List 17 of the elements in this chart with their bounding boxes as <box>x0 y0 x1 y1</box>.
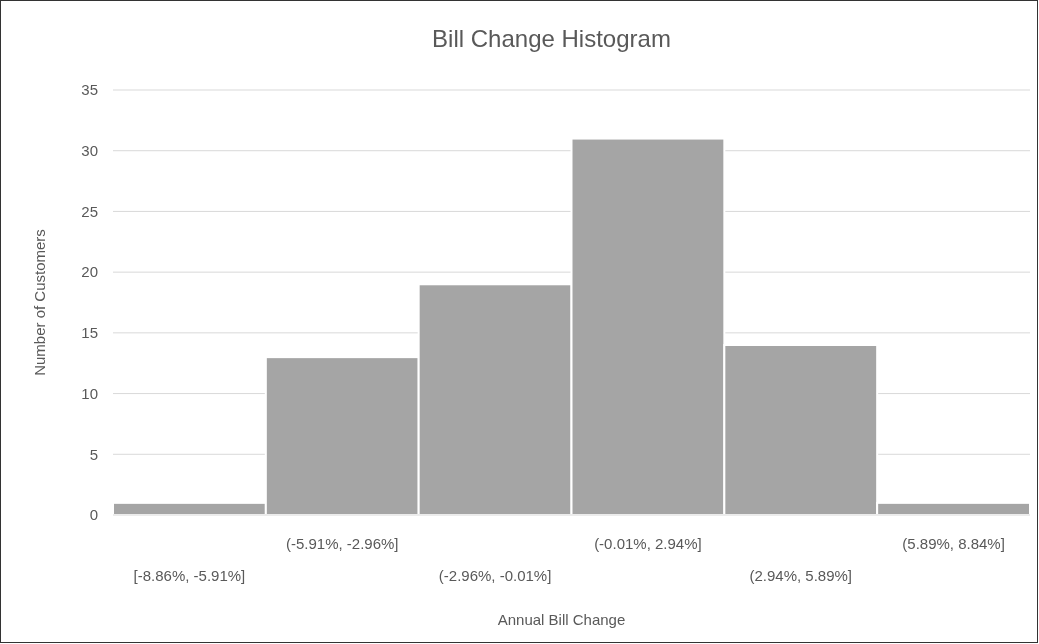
x-tick-label: [-8.86%, -5.91%] <box>133 567 246 584</box>
chart-title: Bill Change Histogram <box>432 25 671 52</box>
x-tick-label: (-2.96%, -0.01%] <box>438 567 552 584</box>
y-axis-title: Number of Customers <box>31 229 48 376</box>
y-tick-label: 0 <box>89 506 98 524</box>
y-tick-label: 30 <box>81 142 98 160</box>
x-tick-label: (5.89%, 8.84%] <box>902 535 1005 552</box>
x-axis-title: Annual Bill Change <box>497 611 626 628</box>
y-tick-label: 5 <box>89 445 98 463</box>
y-tick-label: 25 <box>81 202 98 220</box>
x-tick-label: (-0.01%, 2.94%] <box>594 535 702 552</box>
x-tick-label: (2.94%, 5.89%] <box>749 567 853 584</box>
y-tick-label: 15 <box>81 324 98 342</box>
y-tick-label: 20 <box>81 263 98 281</box>
y-tick-label: 10 <box>81 384 98 402</box>
y-tick-label: 35 <box>81 81 98 99</box>
x-tick-label: (-5.91%, -2.96%] <box>285 535 399 552</box>
